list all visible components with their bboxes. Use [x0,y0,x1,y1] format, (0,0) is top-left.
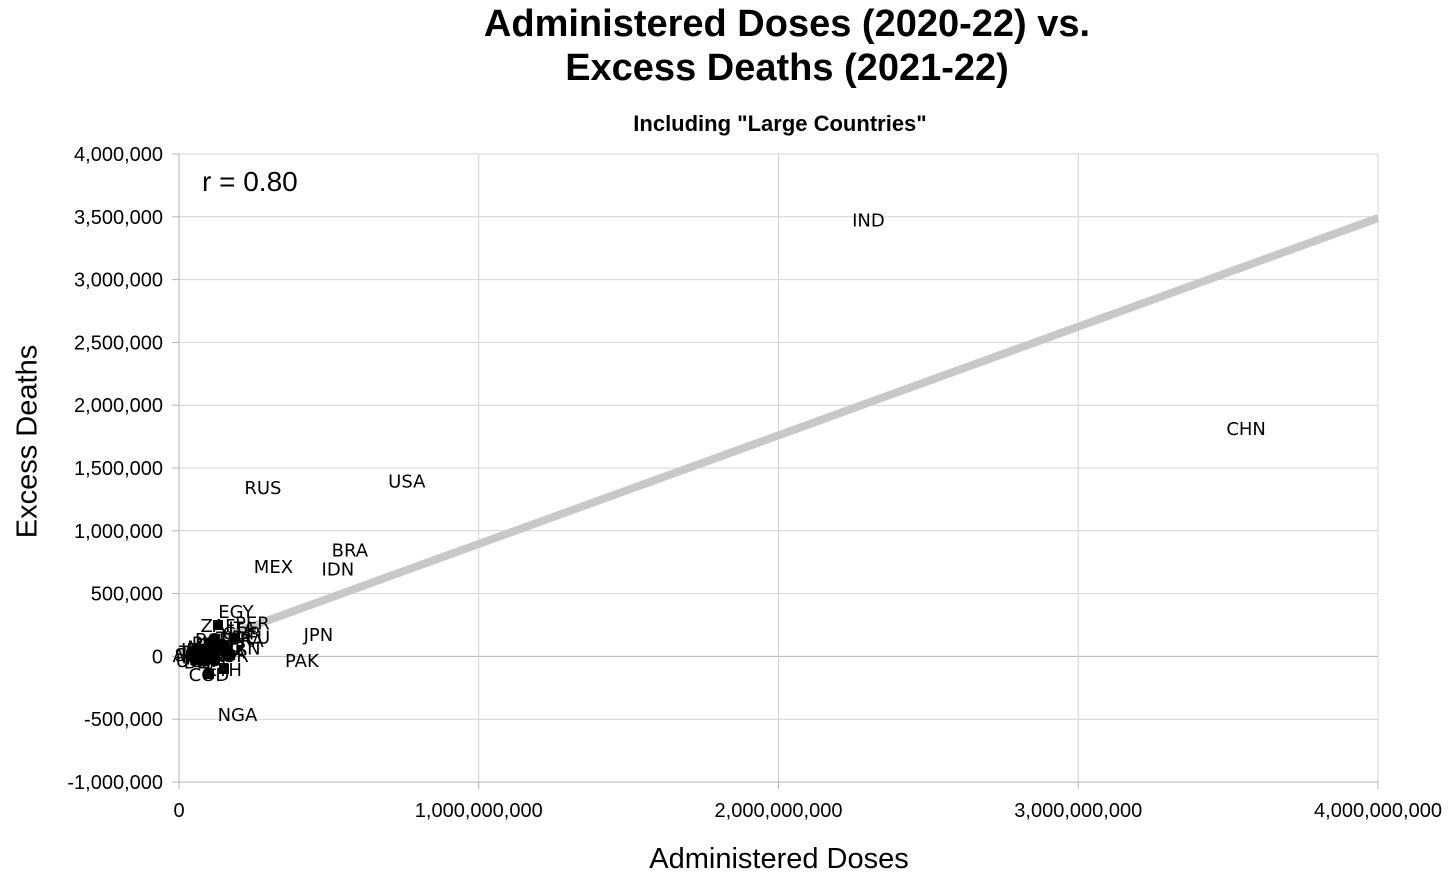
point-marker [218,663,229,674]
point-label: ARG [205,636,244,657]
correlation-annotation: r = 0.80 [202,166,298,197]
point-label: UGA [176,651,216,672]
point-label: KEN [182,647,219,668]
point-label: MAR [186,649,226,670]
x-tick-label: 4,000,000,000 [1314,800,1442,822]
y-tick-label: -500,000 [84,709,163,731]
point-label: BGD [195,630,235,651]
y-tick-label: 500,000 [91,584,163,606]
point-marker [224,650,235,661]
point-label: TUR [215,629,253,650]
point-label: RUS [244,478,281,499]
point-marker [200,652,211,663]
point-label: ETH [206,660,242,681]
point-label: FRA [229,631,264,652]
point-label: MMR [187,637,231,658]
trendline-group [177,214,1380,657]
point-label: EGY [218,602,254,623]
point-label: PER [235,613,270,634]
point-marker [185,650,196,661]
point-marker [212,643,223,654]
chart-title: Administered Doses (2020-22) vs. Excess … [0,2,1456,90]
point-label: KOR [211,646,249,667]
point-label: COD [189,665,230,686]
point-label: ITA [228,619,256,640]
y-tick-label: 1,000,000 [74,521,163,543]
point-label: ZAF [200,616,235,637]
point-label: CHN [1226,419,1266,440]
y-tick-label: 3,500,000 [74,207,163,229]
point-label: IND [852,210,885,231]
x-axis-label: Administered Doses [649,843,909,875]
x-tick-label: 2,000,000,000 [715,800,843,822]
y-tick-label: 2,500,000 [74,332,163,354]
y-tick-labels: -1,000,000 -500,000 0 500,000 1,000,000 1,500… [67,144,163,794]
point-label: AFG [173,646,210,667]
point-label: VNM [191,645,232,666]
y-tick-label: -1,000,000 [67,772,163,794]
point-marker [218,640,229,651]
point-label: UKR [187,641,225,662]
point-label: TZA [178,642,215,663]
point-label: GBR [223,624,262,645]
axes [172,153,1379,789]
point-marker [209,633,220,644]
point-label: NGA [218,705,258,726]
point-label: USA [388,472,426,493]
y-tick-label: 2,000,000 [74,395,163,417]
point-label: BRA [332,541,369,562]
point-label: DEU [232,627,270,648]
point-marker [212,620,223,630]
point-marker [203,668,214,679]
grid-lines [178,153,1379,783]
x-tick-label: 0 [173,800,184,822]
x-tick-label: 1,000,000,000 [415,800,543,822]
point-label: SDN [175,645,214,666]
point-marker [190,655,201,666]
point-label: IRN [229,639,260,660]
point-label: PAK [285,651,320,672]
y-tick-label: 3,000,000 [74,270,163,292]
point-label: JPN [303,625,334,646]
x-tick-label: 3,000,000,000 [1014,800,1142,822]
y-tick-label: 4,000,000 [74,144,163,166]
chart-subtitle: Including "Large Countries" [633,111,927,136]
point-label: PHL [192,634,226,655]
point-label: ESP [198,650,232,671]
point-label: IRQ [181,640,213,661]
chart-title-line-1: Administered Doses (2020-22) vs. [483,3,1091,45]
point-marker [206,648,217,659]
trendline [177,214,1380,657]
point-label: COL [200,640,237,661]
x-tick-labels: 0 1,000,000,000 2,000,000,000 3,000,000,000… [173,800,1442,822]
point-marker [203,641,214,652]
point-label: POL [185,644,220,665]
y-tick-label: 0 [152,646,163,668]
y-tick-label: 1,500,000 [74,458,163,480]
point-marker [209,653,220,664]
point-label: IDN [322,559,355,580]
point-label: MEX [254,557,293,578]
chart-title-line-2: Excess Deaths (2021-22) [565,47,1009,89]
point-label: DZA [184,652,223,673]
point-marker [229,632,240,643]
point-label: THA [208,642,247,663]
point-marker [191,643,202,654]
